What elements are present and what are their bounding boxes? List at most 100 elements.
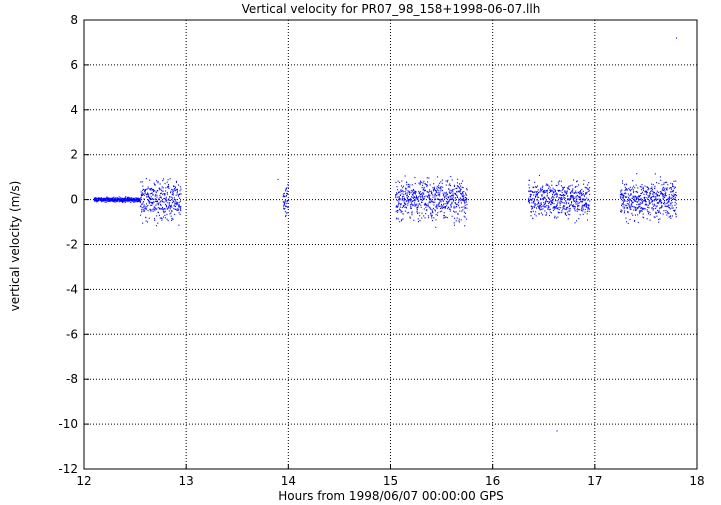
data-point [409, 199, 411, 201]
data-point [553, 206, 555, 208]
data-point [672, 190, 674, 193]
data-point [456, 205, 458, 208]
data-point [411, 202, 413, 204]
data-point [419, 215, 421, 217]
data-point [563, 207, 565, 209]
data-point [537, 205, 539, 208]
data-point [541, 190, 543, 192]
data-point [153, 217, 155, 220]
data-point [97, 200, 99, 202]
data-point [622, 202, 624, 204]
data-point [629, 218, 631, 221]
data-point [582, 193, 584, 195]
data-point [582, 207, 584, 209]
data-point [642, 189, 644, 192]
data-point [674, 194, 676, 196]
data-point [639, 185, 641, 188]
data-point [166, 199, 168, 201]
data-point [578, 209, 580, 211]
data-point [649, 202, 651, 204]
data-point [547, 201, 549, 203]
data-point [672, 207, 674, 209]
data-point [430, 200, 432, 203]
data-point [454, 202, 456, 204]
data-point [538, 206, 540, 209]
data-point [423, 215, 425, 217]
data-point [673, 195, 675, 197]
data-point [141, 206, 143, 209]
data-point [450, 196, 452, 198]
data-point [645, 200, 647, 202]
data-point [540, 189, 542, 191]
data-point [558, 183, 560, 185]
data-point [174, 205, 176, 208]
data-point [422, 182, 424, 184]
data-point [536, 199, 538, 201]
data-point [160, 203, 162, 206]
data-point [587, 206, 589, 208]
data-point [581, 192, 583, 194]
data-point [423, 208, 425, 210]
data-point [636, 191, 638, 193]
data-point [543, 203, 545, 206]
data-point [670, 197, 672, 199]
data-point [430, 198, 432, 200]
data-point [456, 187, 458, 189]
data-point [528, 197, 530, 199]
data-point [451, 179, 453, 181]
data-point [142, 222, 144, 224]
data-point [533, 198, 535, 200]
data-point [655, 199, 657, 201]
data-point [623, 192, 625, 195]
data-point [443, 217, 445, 219]
data-point [569, 208, 571, 210]
data-point [450, 175, 452, 178]
data-point [672, 198, 674, 200]
data-point [419, 203, 421, 205]
data-point [284, 195, 286, 197]
data-point [95, 199, 97, 201]
data-point [167, 206, 169, 209]
data-point [632, 196, 634, 198]
data-point [151, 201, 153, 204]
data-point [146, 205, 148, 208]
y-tick-label: -12 [58, 462, 78, 476]
data-point [140, 193, 142, 196]
data-point [457, 213, 459, 215]
data-point [653, 216, 655, 218]
data-point [458, 221, 460, 223]
data-point [436, 204, 438, 206]
data-point [538, 196, 540, 198]
data-point [438, 187, 440, 189]
data-point [666, 181, 668, 183]
data-point [671, 191, 673, 193]
data-point [558, 197, 560, 199]
data-point [546, 190, 548, 192]
data-point [582, 201, 584, 203]
data-point [420, 197, 422, 199]
data-point [580, 200, 582, 202]
data-point [128, 196, 130, 198]
data-point [399, 203, 401, 205]
data-point [461, 199, 463, 201]
data-point [662, 213, 664, 215]
data-point [656, 194, 658, 196]
data-point [675, 207, 677, 209]
data-point [540, 212, 542, 214]
data-point [585, 192, 587, 195]
data-point [450, 192, 452, 194]
data-point [411, 193, 413, 196]
data-point [640, 210, 642, 212]
data-point [431, 208, 433, 211]
data-point [164, 182, 166, 185]
data-point [557, 202, 559, 204]
data-point [541, 188, 543, 190]
data-point [587, 184, 589, 186]
data-point [644, 185, 646, 187]
data-point [147, 199, 149, 201]
data-point [411, 212, 413, 214]
data-point [581, 209, 583, 212]
data-point [156, 196, 158, 198]
data-point [396, 210, 398, 212]
data-point [139, 205, 141, 207]
